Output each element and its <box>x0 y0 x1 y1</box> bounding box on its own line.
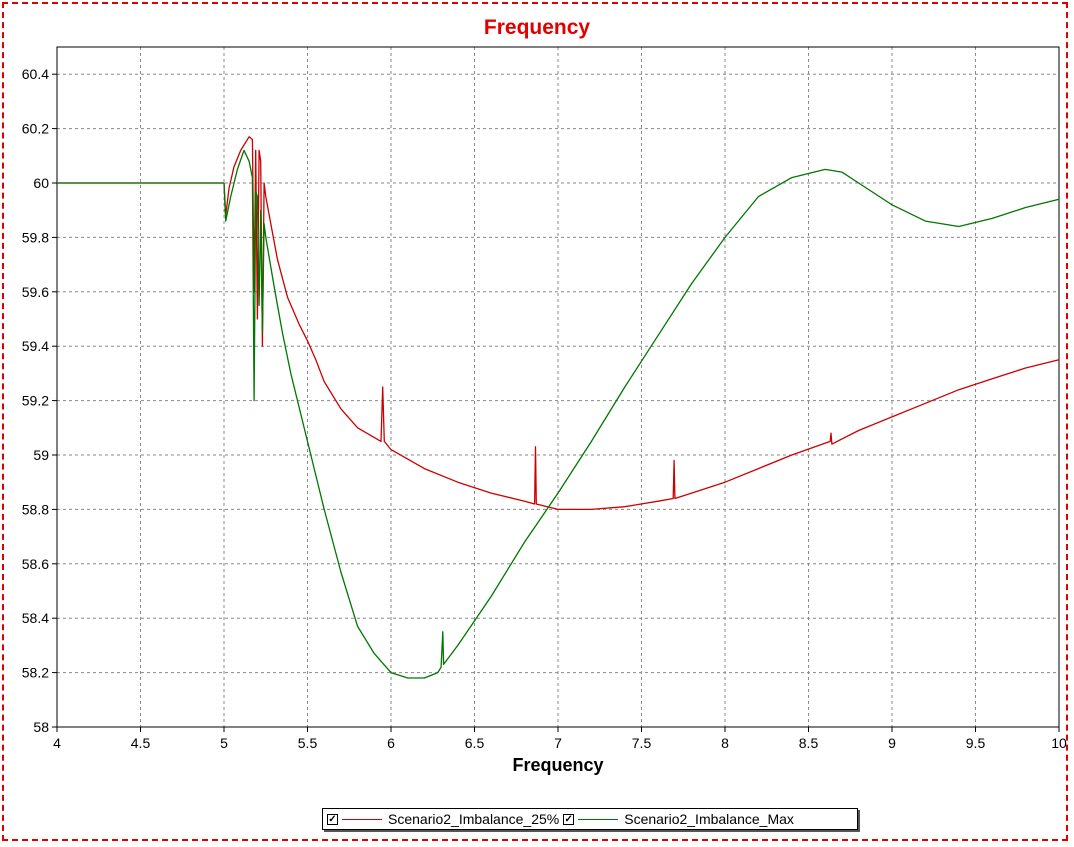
y-tick-label: 58 <box>33 719 49 735</box>
grid-lines <box>57 47 1059 727</box>
y-tick-label: 59.2 <box>22 393 49 409</box>
series-line-1 <box>57 136 1060 511</box>
x-tick-label: 10 <box>1051 735 1067 751</box>
x-tick-label: 9.5 <box>966 735 986 751</box>
y-tick-label: 59.6 <box>22 284 49 300</box>
x-axis-label: Frequency <box>512 755 603 775</box>
series-layer <box>57 136 1060 679</box>
y-tick-label: 60 <box>33 175 49 191</box>
y-tick-label: 58.6 <box>22 556 49 572</box>
legend: ✓ Scenario2_Imbalance_25% ✓ Scenario2_Im… <box>322 808 858 830</box>
x-tick-label: 6 <box>387 735 395 751</box>
y-tick-label: 59.4 <box>22 338 49 354</box>
y-tick-label: 58.8 <box>22 501 49 517</box>
y-tick-label: 58.2 <box>22 665 49 681</box>
x-tick-label: 4.5 <box>131 735 151 751</box>
y-tick-label: 59 <box>33 447 49 463</box>
x-tick-label: 5.5 <box>298 735 318 751</box>
legend-label-2: Scenario2_Imbalance_Max <box>624 811 794 827</box>
legend-swatch-2 <box>578 818 619 820</box>
x-tick-label: 6.5 <box>465 735 485 751</box>
legend-item-series-2[interactable]: ✓ Scenario2_Imbalance_Max <box>563 811 794 827</box>
y-tick-label: 58.4 <box>22 610 49 626</box>
x-tick-label: 9 <box>888 735 896 751</box>
y-tick-label: 60.4 <box>22 66 49 82</box>
legend-swatch-1 <box>342 818 382 820</box>
x-tick-label: 7.5 <box>632 735 652 751</box>
y-tick-label: 59.8 <box>22 229 49 245</box>
legend-checkbox-1[interactable]: ✓ <box>327 813 338 825</box>
legend-item-series-1[interactable]: ✓ Scenario2_Imbalance_25% <box>327 811 559 827</box>
x-tick-label: 8 <box>721 735 729 751</box>
axis-ticks: 4 4.5 5 5.5 6 6.5 7 7.5 8 8.5 9 9.5 10 58 58.2 58.4 58.6… <box>22 66 1067 751</box>
chart-title: Frequency <box>484 16 591 39</box>
x-tick-label: 5 <box>220 735 228 751</box>
y-tick-label: 60.2 <box>22 121 49 137</box>
x-tick-label: 4 <box>53 735 61 751</box>
series-line-2 <box>57 149 1060 679</box>
x-tick-label: 8.5 <box>799 735 819 751</box>
legend-checkbox-2[interactable]: ✓ <box>563 813 575 825</box>
legend-label-1: Scenario2_Imbalance_25% <box>388 811 560 827</box>
x-tick-label: 7 <box>554 735 562 751</box>
